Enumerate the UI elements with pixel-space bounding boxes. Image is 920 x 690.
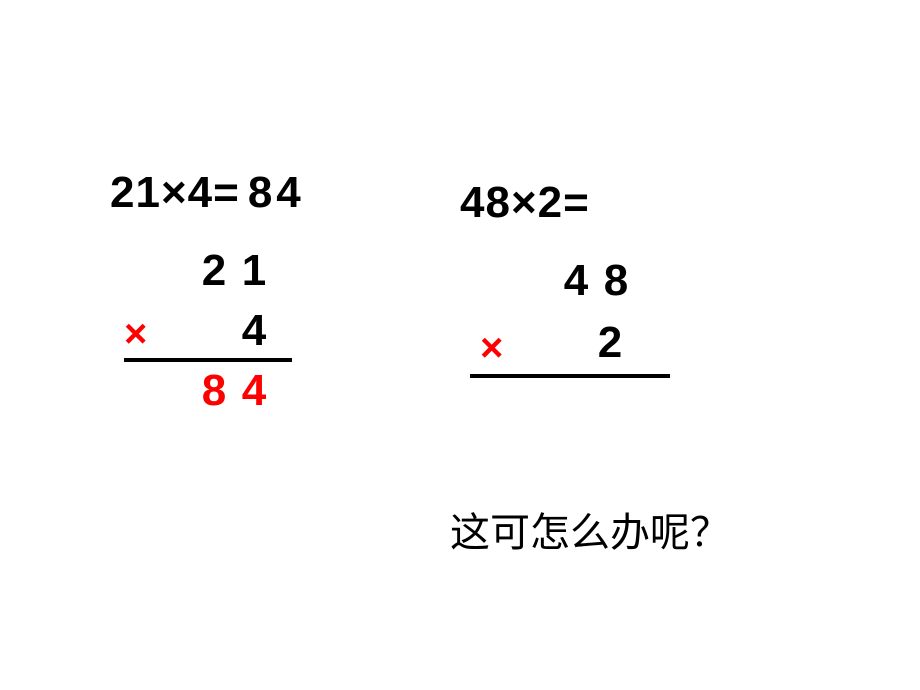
right-equation-text: 48×2= xyxy=(460,178,590,228)
right-multiplier-row: 2 xyxy=(480,318,660,368)
right-vertical-multiplication: 4 8 × 2 xyxy=(480,256,660,378)
left-multiplicand-ones: 1 xyxy=(234,246,274,296)
right-multiplicand-row: 4 8 xyxy=(480,256,660,306)
right-problem: 48×2= 4 8 × 2 xyxy=(460,178,660,378)
right-times-sign: × xyxy=(480,326,503,371)
left-multiplicand-tens: 2 xyxy=(194,246,234,296)
left-equation-answer: 84 xyxy=(248,168,305,218)
left-multiplier-row: 4 xyxy=(128,306,288,356)
left-division-line xyxy=(124,358,292,362)
left-equation-text: 21×4= xyxy=(110,168,240,218)
right-multiplicand-tens: 4 xyxy=(556,256,596,306)
left-multiplier-ones: 4 xyxy=(234,306,274,356)
right-multiplier-ones: 2 xyxy=(590,318,630,368)
left-result-row: 8 4 xyxy=(128,366,288,416)
left-multiplicand-row: 2 1 xyxy=(128,246,288,296)
left-problem: 21×4= 84 2 1 × 4 8 4 xyxy=(110,168,305,416)
right-division-line xyxy=(470,374,670,378)
left-result-tens: 8 xyxy=(194,366,234,416)
left-vertical-multiplication: 2 1 × 4 8 4 xyxy=(128,246,288,416)
right-equation-row: 48×2= xyxy=(460,178,660,228)
right-multiplicand-ones: 8 xyxy=(596,256,636,306)
left-equation-row: 21×4= 84 xyxy=(110,168,305,218)
left-times-sign: × xyxy=(124,312,147,357)
left-result-ones: 4 xyxy=(234,366,274,416)
question-text: 这可怎么办呢？ xyxy=(450,500,730,558)
